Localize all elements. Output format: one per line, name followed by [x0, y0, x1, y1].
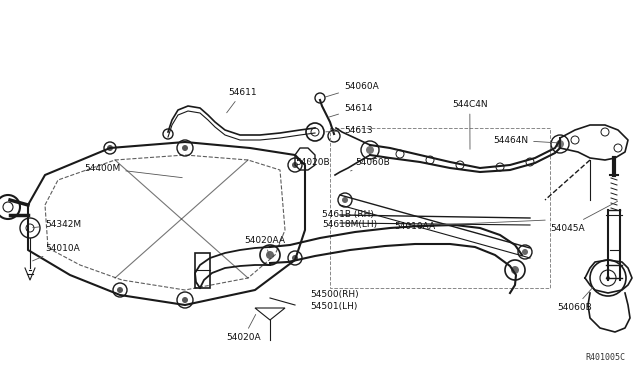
Text: 54060B: 54060B	[351, 157, 390, 171]
Text: 54010AA: 54010AA	[394, 220, 545, 231]
Text: 5461B (RH): 5461B (RH)	[322, 209, 374, 218]
Text: 54020AA: 54020AA	[244, 235, 285, 255]
Text: 54045A: 54045A	[550, 201, 618, 232]
Text: 54342M: 54342M	[33, 219, 81, 228]
Circle shape	[522, 249, 528, 255]
Text: 54010A: 54010A	[33, 244, 80, 261]
Text: 54501(LH): 54501(LH)	[310, 302, 357, 311]
Text: 54060B: 54060B	[557, 287, 593, 312]
Text: 54464N: 54464N	[493, 135, 557, 144]
Text: R401005C: R401005C	[585, 353, 625, 362]
Circle shape	[182, 145, 188, 151]
Text: 54611: 54611	[227, 87, 257, 113]
Text: 54618M(LH): 54618M(LH)	[322, 219, 377, 228]
Text: 54400M: 54400M	[84, 164, 182, 178]
Circle shape	[292, 255, 298, 261]
Circle shape	[606, 276, 610, 280]
Circle shape	[292, 162, 298, 168]
Circle shape	[266, 251, 274, 259]
Text: 54500(RH): 54500(RH)	[310, 291, 358, 299]
Circle shape	[182, 297, 188, 303]
Bar	[195, 253, 210, 288]
Circle shape	[107, 145, 113, 151]
Text: 544C4N: 544C4N	[452, 99, 488, 149]
Circle shape	[511, 266, 519, 274]
Text: 54020B: 54020B	[295, 157, 330, 167]
Bar	[330, 128, 550, 288]
Text: 54613: 54613	[326, 125, 372, 135]
Circle shape	[342, 197, 348, 203]
Text: 54060A: 54060A	[324, 81, 379, 97]
Circle shape	[366, 146, 374, 154]
Circle shape	[556, 140, 564, 148]
Circle shape	[117, 287, 123, 293]
Text: 54614: 54614	[329, 103, 372, 117]
Text: 54020A: 54020A	[226, 314, 260, 343]
